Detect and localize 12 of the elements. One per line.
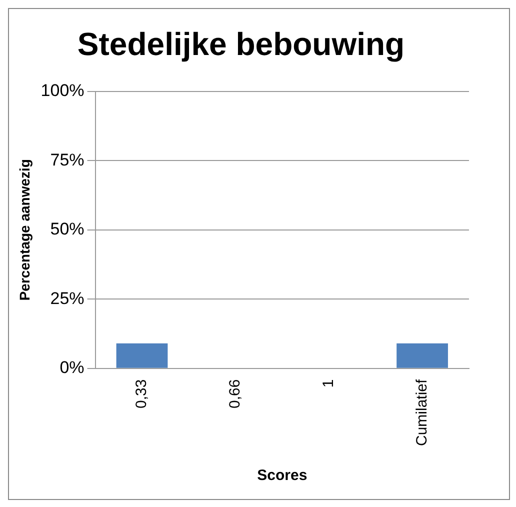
y-axis-title: Percentage aanwezig xyxy=(16,159,32,301)
y-tick-label: 0% xyxy=(60,358,84,377)
x-tick-label: 0,66 xyxy=(226,379,244,409)
x-tick-label: Cumilatief xyxy=(413,378,430,446)
y-tick-label: 100% xyxy=(40,81,84,100)
y-tick-label: 75% xyxy=(50,150,84,170)
y-tick-label: 25% xyxy=(50,288,84,308)
x-tick-label: 0,33 xyxy=(133,379,150,409)
y-tick-label: 50% xyxy=(50,220,84,239)
chart-title: Stedelijke bebouwing xyxy=(77,26,405,62)
x-axis-title: Scores xyxy=(257,467,308,484)
x-tick-label: 1 xyxy=(320,379,337,388)
